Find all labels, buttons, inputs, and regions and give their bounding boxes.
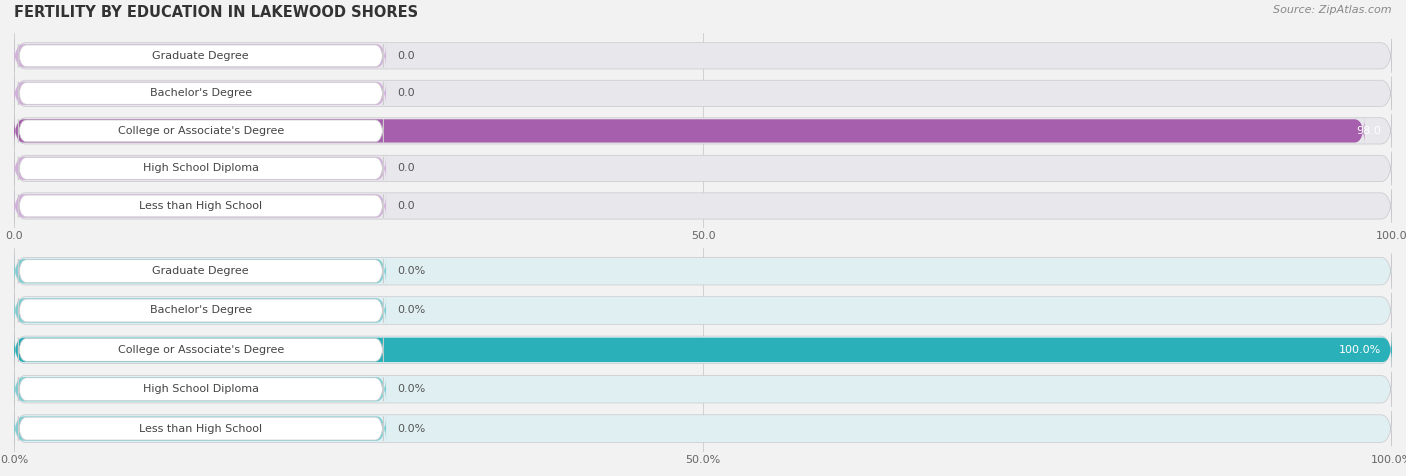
- FancyBboxPatch shape: [14, 256, 387, 287]
- FancyBboxPatch shape: [14, 79, 387, 108]
- FancyBboxPatch shape: [14, 77, 1392, 110]
- Text: Less than High School: Less than High School: [139, 424, 263, 434]
- FancyBboxPatch shape: [14, 411, 1392, 446]
- Text: FERTILITY BY EDUCATION IN LAKEWOOD SHORES: FERTILITY BY EDUCATION IN LAKEWOOD SHORE…: [14, 5, 418, 20]
- FancyBboxPatch shape: [14, 335, 1392, 365]
- Text: 0.0: 0.0: [396, 51, 415, 61]
- Text: College or Associate's Degree: College or Associate's Degree: [118, 126, 284, 136]
- FancyBboxPatch shape: [14, 374, 387, 405]
- Text: Bachelor's Degree: Bachelor's Degree: [149, 306, 252, 316]
- Text: College or Associate's Degree: College or Associate's Degree: [118, 345, 284, 355]
- FancyBboxPatch shape: [18, 298, 384, 323]
- Text: 0.0%: 0.0%: [396, 384, 426, 394]
- FancyBboxPatch shape: [18, 377, 384, 401]
- FancyBboxPatch shape: [18, 119, 384, 142]
- FancyBboxPatch shape: [14, 114, 1392, 148]
- FancyBboxPatch shape: [18, 416, 384, 441]
- FancyBboxPatch shape: [18, 44, 384, 68]
- FancyBboxPatch shape: [14, 189, 1392, 223]
- FancyBboxPatch shape: [18, 157, 384, 180]
- FancyBboxPatch shape: [14, 154, 387, 183]
- FancyBboxPatch shape: [14, 295, 387, 326]
- Text: 0.0: 0.0: [396, 89, 415, 99]
- Text: Graduate Degree: Graduate Degree: [152, 51, 249, 61]
- FancyBboxPatch shape: [14, 332, 1392, 367]
- FancyBboxPatch shape: [18, 337, 384, 362]
- FancyBboxPatch shape: [14, 371, 1392, 407]
- FancyBboxPatch shape: [14, 151, 1392, 185]
- Text: Graduate Degree: Graduate Degree: [152, 266, 249, 276]
- Text: Less than High School: Less than High School: [139, 201, 263, 211]
- Text: Bachelor's Degree: Bachelor's Degree: [149, 89, 252, 99]
- FancyBboxPatch shape: [14, 191, 387, 220]
- FancyBboxPatch shape: [14, 41, 387, 70]
- Text: 0.0: 0.0: [396, 201, 415, 211]
- FancyBboxPatch shape: [14, 293, 1392, 328]
- Text: High School Diploma: High School Diploma: [143, 163, 259, 173]
- FancyBboxPatch shape: [14, 253, 1392, 289]
- Text: 0.0: 0.0: [396, 163, 415, 173]
- FancyBboxPatch shape: [18, 82, 384, 105]
- FancyBboxPatch shape: [18, 194, 384, 218]
- Text: 0.0%: 0.0%: [396, 424, 426, 434]
- FancyBboxPatch shape: [18, 259, 384, 283]
- Text: 0.0%: 0.0%: [396, 306, 426, 316]
- Text: Source: ZipAtlas.com: Source: ZipAtlas.com: [1274, 5, 1392, 15]
- Text: 98.0: 98.0: [1355, 126, 1381, 136]
- Text: 0.0%: 0.0%: [396, 266, 426, 276]
- FancyBboxPatch shape: [14, 39, 1392, 73]
- Text: High School Diploma: High School Diploma: [143, 384, 259, 394]
- FancyBboxPatch shape: [14, 413, 387, 444]
- FancyBboxPatch shape: [14, 116, 1364, 146]
- Text: 100.0%: 100.0%: [1339, 345, 1381, 355]
